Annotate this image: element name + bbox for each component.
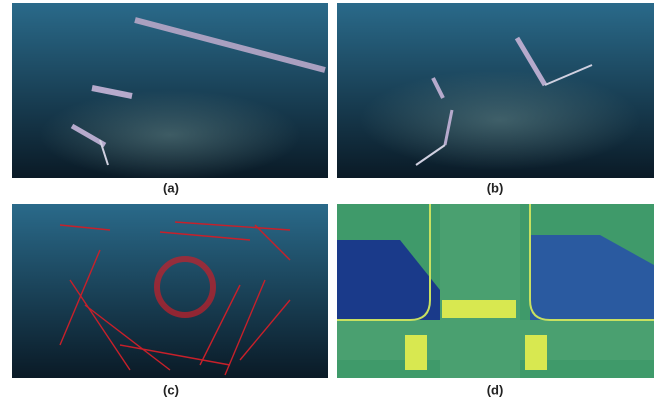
road xyxy=(337,320,654,360)
caption: (d) xyxy=(487,382,504,397)
panel-a xyxy=(12,3,328,180)
panel-d xyxy=(337,204,654,378)
caption: (a) xyxy=(163,180,179,195)
panel-b xyxy=(337,3,654,178)
point-cloud xyxy=(40,90,300,180)
panel-c xyxy=(12,204,328,378)
figure: (a) (b) (c) xyxy=(0,0,659,402)
caption: (b) xyxy=(487,180,504,195)
caption: (c) xyxy=(163,382,179,397)
panel-background xyxy=(12,204,328,378)
point-cloud xyxy=(360,70,640,170)
